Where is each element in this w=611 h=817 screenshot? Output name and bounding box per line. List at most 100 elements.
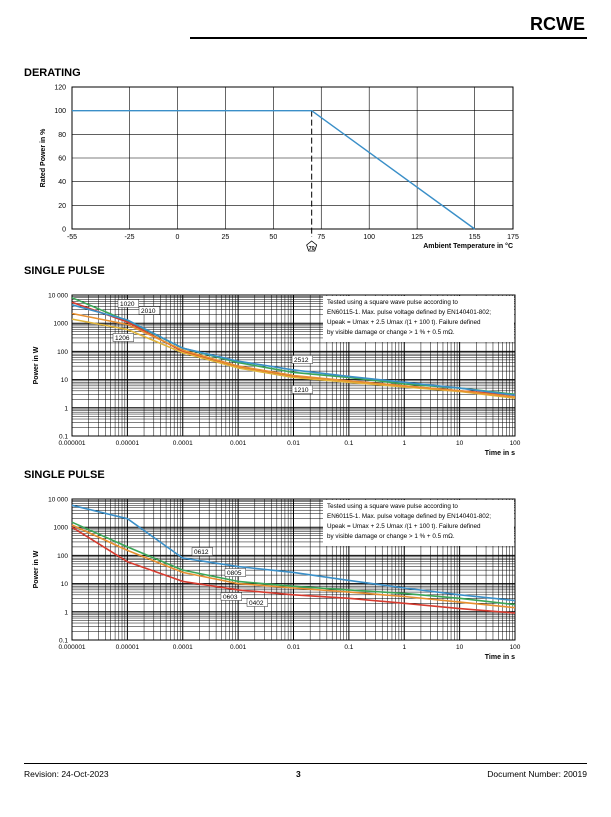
derating-y-tick-label: 40 (58, 179, 66, 186)
derating-x-axis-label: Ambient Temperature in °C (423, 242, 513, 250)
footer-document-number: Document Number: 20019 (487, 769, 587, 779)
pulse-note-line: Upeak = Umax + 2.5 Umax /(1 + 100 t). Fa… (327, 319, 481, 326)
pulse-x-tick-label: 0.00001 (116, 440, 140, 447)
pulse-x-tick-label: 0.1 (344, 644, 353, 651)
pulse-y-tick-label: 10 000 (48, 497, 68, 504)
pulse-size-label-box (112, 333, 134, 342)
pulse-y-tick-label: 100 (57, 349, 68, 356)
pulse-x-tick-label: 0.00001 (116, 644, 140, 651)
pulse-x-tick-label: 0.000001 (58, 440, 85, 447)
pulse-x-tick-label: 10 (456, 644, 464, 651)
pulse-y-tick-label: 100 (57, 553, 68, 560)
pulse-series-line-0612 (71, 504, 516, 602)
pulse-size-label: 0402 (249, 600, 264, 607)
pulse-y-tick-label: 10 000 (48, 293, 68, 300)
pulse-y-tick-label: 10 (61, 581, 69, 588)
pulse-y-tick-label: 0.1 (59, 434, 68, 441)
derating-x-tick-label: -55 (67, 234, 77, 241)
derating-y-tick-label: 100 (54, 108, 66, 115)
derating-x-tick-label: 25 (221, 234, 229, 241)
pulse-x-tick-label: 0.001 (230, 644, 247, 651)
header-rule (190, 37, 587, 39)
pulse-note-line: Upeak = Umax + 2.5 Umax /(1 + 100 t). Fa… (327, 523, 481, 530)
pulse-note-line: Tested using a square wave pulse accordi… (327, 503, 458, 510)
pulse-y-axis-label: Power in W (33, 346, 40, 384)
derating-x-tick-label: -25 (124, 234, 134, 241)
pulse-series-line-0603 (71, 524, 516, 609)
pulse-series-line-1210 (71, 312, 516, 398)
pulse-series-line-2512 (71, 304, 516, 396)
footer-page-number: 3 (296, 769, 301, 779)
pulse-series-line-0402 (71, 526, 516, 614)
derating-y-tick-label: 60 (58, 156, 66, 163)
derating-x-tick-label: 0 (176, 234, 180, 241)
pulse-note-box (323, 296, 514, 342)
pulse-x-tick-label: 1 (402, 644, 406, 651)
pulse-x-axis-label: Time in s (485, 654, 515, 661)
pulse-size-label-box (224, 568, 246, 577)
pulse-size-label-box (291, 385, 313, 394)
pulse-size-label: 2512 (294, 357, 309, 364)
pulse-x-tick-label: 0.000001 (58, 644, 85, 651)
derating-x-tick-label: 100 (363, 234, 375, 241)
footer-rule (24, 763, 587, 764)
derating-marker-label: 70 (309, 246, 315, 252)
pulse-size-label: 2010 (141, 308, 156, 315)
derating-y-tick-label: 120 (54, 85, 66, 92)
pulse-x-tick-label: 100 (510, 440, 521, 447)
pulse-size-label-box (220, 592, 242, 601)
derating-x-tick-label: 75 (317, 234, 325, 241)
derating-x-tick-label: 125 (411, 234, 423, 241)
derating-marker-pentagon (306, 240, 318, 252)
pulse-y-tick-label: 1 (64, 609, 68, 616)
pulse-x-tick-label: 0.01 (287, 644, 300, 651)
pulse-note-box (323, 500, 514, 546)
pulse-size-label: 1020 (120, 301, 135, 308)
pulse-x-tick-label: 0.0001 (173, 644, 193, 651)
pulse-note-line: EN60115-1. Max. pulse voltage defined by… (327, 309, 491, 316)
pulse-x-axis-label: Time in s (485, 450, 515, 457)
pulse-y-tick-label: 1 (64, 405, 68, 412)
derating-series-line (72, 109, 476, 230)
pulse-note-line: by visible damage or change > 1 % + 0.5 … (327, 533, 455, 540)
pulse-y-tick-label: 1000 (54, 525, 69, 532)
pulse-size-label: 0603 (223, 594, 238, 601)
pulse-x-tick-label: 0.001 (230, 440, 247, 447)
pulse-series-line-0805 (71, 521, 516, 606)
pulse-size-label-box (138, 306, 160, 315)
section-title-derating: DERATING (24, 67, 81, 79)
pulse-y-tick-label: 0.1 (59, 638, 68, 645)
pulse-y-tick-label: 10 (61, 377, 69, 384)
footer-revision: Revision: 24-Oct-2023 (24, 769, 109, 779)
derating-x-tick-label: 155 (469, 234, 481, 241)
pulse-x-tick-label: 10 (456, 440, 464, 447)
pulse-x-tick-label: 0.0001 (173, 440, 193, 447)
derating-y-axis-label: Rated Power in % (40, 128, 47, 188)
pulse-x-tick-label: 100 (510, 644, 521, 651)
pulse-note-line: Tested using a square wave pulse accordi… (327, 299, 458, 306)
section-title-single-pulse-1: SINGLE PULSE (24, 265, 105, 277)
pulse-x-tick-label: 0.1 (344, 440, 353, 447)
pulse-note-line: by visible damage or change > 1 % + 0.5 … (327, 329, 455, 336)
pulse-x-tick-label: 0.01 (287, 440, 300, 447)
brand-title: RCWE (530, 14, 585, 34)
pulse-size-label-box (246, 598, 268, 607)
pulse-size-label-box (117, 299, 139, 308)
derating-y-tick-label: 20 (58, 203, 66, 210)
section-title-single-pulse-2: SINGLE PULSE (24, 469, 105, 481)
pulse-size-label: 0805 (227, 570, 242, 577)
derating-x-tick-label: 175 (507, 234, 519, 241)
pulse-note-line: EN60115-1. Max. pulse voltage defined by… (327, 513, 491, 520)
pulse-size-label: 0612 (194, 549, 209, 556)
derating-x-tick-label: 50 (269, 234, 277, 241)
pulse-size-label: 1210 (294, 387, 309, 394)
pulse-y-axis-label: Power in W (33, 550, 40, 588)
pulse-size-label: 1206 (115, 335, 130, 342)
derating-y-tick-label: 80 (58, 132, 66, 139)
derating-y-tick-label: 0 (62, 227, 66, 234)
pulse-y-tick-label: 1000 (54, 321, 69, 328)
pulse-size-label-box (291, 355, 313, 364)
